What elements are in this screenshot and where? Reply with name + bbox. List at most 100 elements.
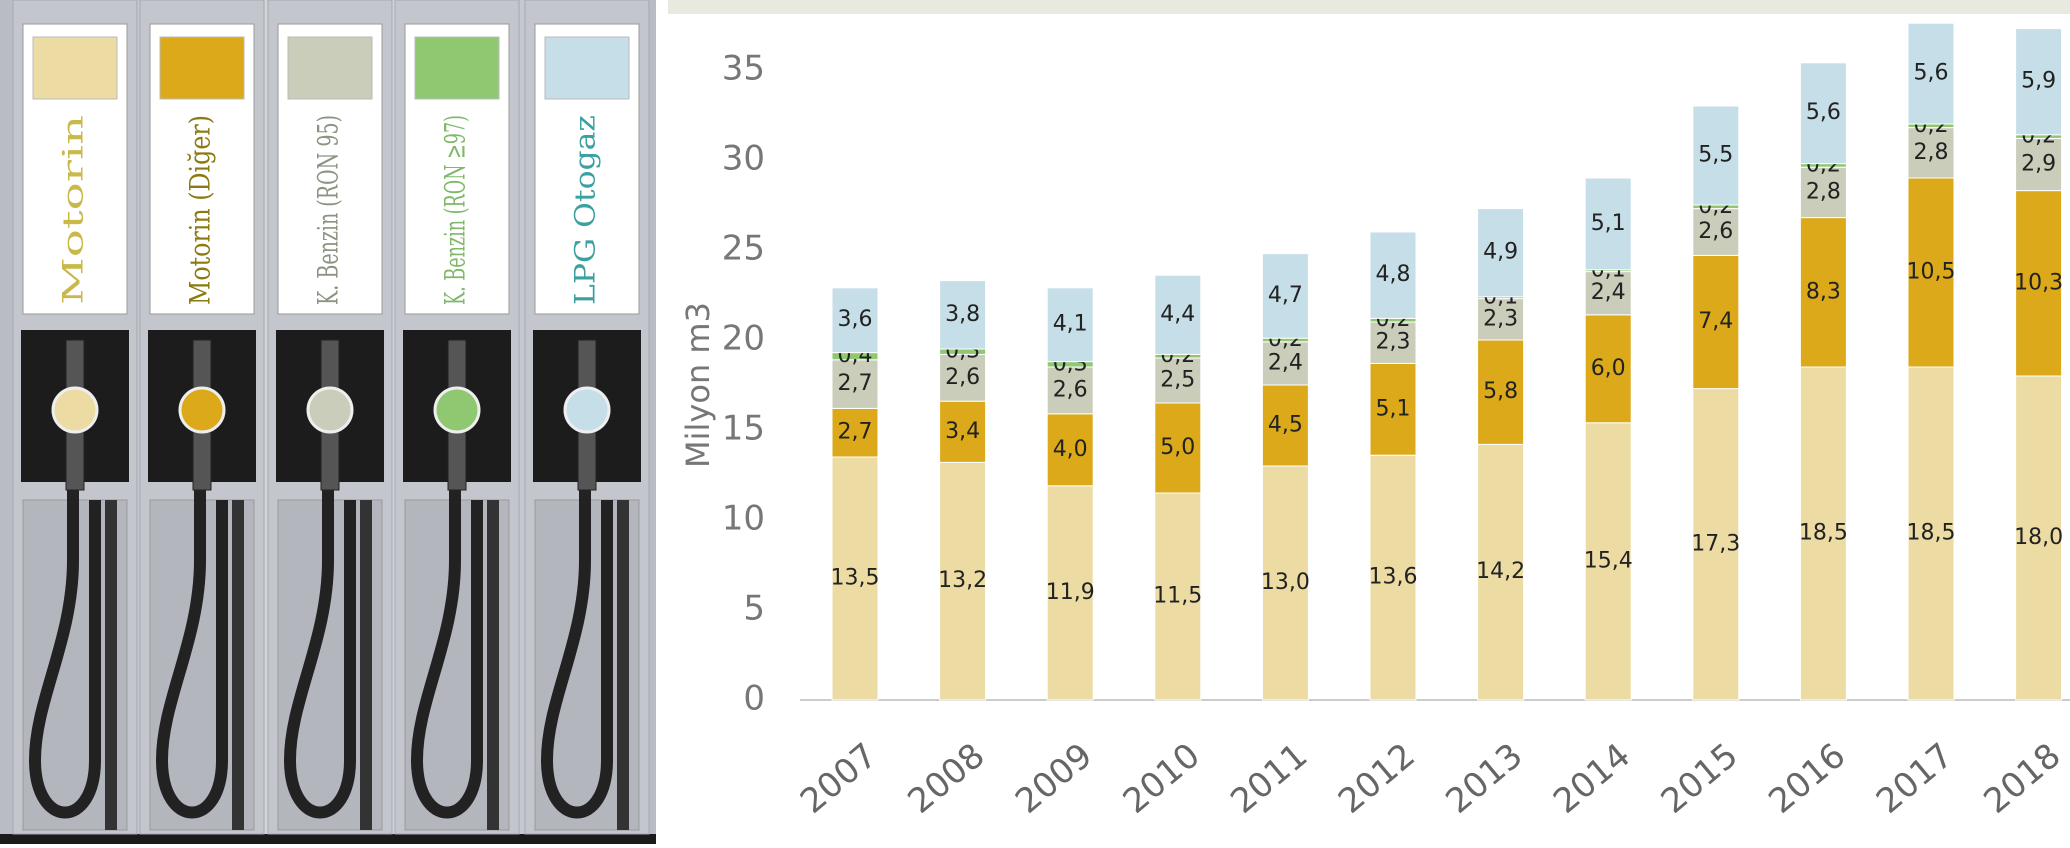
bar-segment — [1261, 253, 1309, 339]
bar-segment — [2015, 375, 2063, 701]
value-label: 8,3 — [1806, 279, 1841, 304]
bar-segment — [1907, 366, 1955, 701]
value-label: 3,8 — [945, 302, 980, 327]
value-label: 13,5 — [831, 566, 880, 591]
x-tick-label: 2018 — [1976, 736, 2068, 822]
bar-segment — [1692, 105, 1740, 206]
bar-segment — [1261, 384, 1309, 467]
bar-segment — [1907, 22, 1955, 125]
value-label: 7,4 — [1698, 309, 1733, 334]
nozzle-light — [433, 386, 481, 434]
legend-swatch — [32, 36, 118, 100]
bar-segment — [1692, 208, 1740, 256]
value-label: 10,5 — [1907, 260, 1956, 285]
value-label: 18,5 — [1907, 521, 1956, 546]
value-label: 5,0 — [1160, 435, 1195, 460]
value-label: 4,8 — [1376, 262, 1411, 287]
value-label: 5,6 — [1806, 100, 1841, 125]
bar-segment — [1477, 339, 1525, 445]
value-label: 2,8 — [1806, 179, 1841, 204]
hose-pipe — [487, 500, 499, 830]
bar-segment — [831, 359, 879, 409]
value-label: 10,3 — [2014, 270, 2063, 295]
value-label: 11,5 — [1153, 584, 1202, 609]
bar-segment — [831, 287, 879, 354]
hose — [540, 490, 613, 819]
legend-swatch — [544, 36, 630, 100]
value-label: 2,6 — [1053, 377, 1088, 402]
legend-label: K. Benzin (RON ≥97) — [439, 115, 472, 305]
bar-segment — [1046, 287, 1094, 363]
value-label: 5,8 — [1483, 379, 1518, 404]
y-tick-label: 0 — [743, 679, 765, 719]
chart-top-band — [668, 0, 2070, 14]
value-label: 4,9 — [1483, 240, 1518, 265]
x-tick-label: 2008 — [900, 736, 992, 822]
x-tick-label: 2014 — [1546, 736, 1638, 822]
bar-segment — [1799, 62, 1847, 165]
bar-segment — [1046, 413, 1094, 487]
nozzle-light — [563, 386, 611, 434]
bar-segment — [1692, 254, 1740, 390]
bar-segment — [1261, 465, 1309, 701]
hose-pipe — [232, 500, 244, 830]
value-label: 5,6 — [1914, 61, 1949, 86]
legend-label: K. Benzin (RON 95) — [312, 115, 345, 305]
bar-segment — [2015, 28, 2063, 136]
hose-pipe — [617, 500, 629, 830]
bar-segment — [831, 407, 879, 458]
y-tick-label: 25 — [722, 229, 765, 269]
bar-segment — [1799, 217, 1847, 368]
bar-segment — [1369, 454, 1417, 701]
bar-segment — [1584, 422, 1632, 701]
value-label: 2,7 — [838, 371, 873, 396]
value-label: 11,9 — [1046, 580, 1095, 605]
x-tick-label: 2015 — [1654, 736, 1746, 822]
legend-label: LPG Otogaz — [569, 115, 602, 305]
value-label: 5,1 — [1376, 396, 1411, 421]
bar-segment — [1477, 208, 1525, 298]
y-tick-label: 15 — [722, 409, 765, 449]
bar-segment — [1154, 357, 1202, 404]
value-label: 6,0 — [1591, 356, 1626, 381]
value-label: 4,0 — [1053, 437, 1088, 462]
pump-base — [0, 834, 656, 844]
legend-swatch — [159, 36, 245, 100]
value-label: 2,4 — [1268, 350, 1303, 375]
value-label: 2,4 — [1591, 280, 1626, 305]
hose — [28, 490, 101, 819]
legend-swatch — [287, 36, 373, 100]
bar-segment — [1799, 166, 1847, 219]
value-label: 15,4 — [1584, 548, 1633, 573]
x-tick-label: 2016 — [1761, 736, 1853, 822]
hose-pipe — [105, 500, 117, 830]
bar-segment — [1584, 177, 1632, 271]
bar-segment — [1154, 492, 1202, 701]
value-label: 3,4 — [945, 419, 980, 444]
value-label: 2,3 — [1376, 330, 1411, 355]
bar-segment — [1799, 366, 1847, 701]
value-label: 17,3 — [1691, 531, 1740, 556]
bar-segment — [1154, 274, 1202, 355]
value-label: 2,6 — [1698, 219, 1733, 244]
hose-pipe — [360, 500, 372, 830]
value-label: 4,7 — [1268, 283, 1303, 308]
value-label: 4,1 — [1053, 312, 1088, 337]
pumps: Motorin Motorin (Diğer) K. Benzin (RON 95)… — [12, 0, 650, 835]
bar-segment — [1046, 366, 1094, 415]
legend-label: Motorin — [57, 115, 90, 305]
legend-label: Motorin (Diğer) — [184, 115, 217, 305]
value-label: 2,9 — [2021, 152, 2056, 177]
bar-segment — [1261, 341, 1309, 386]
x-tick-label: 2012 — [1331, 736, 1423, 822]
value-label: 4,4 — [1160, 302, 1195, 327]
value-label: 5,5 — [1698, 143, 1733, 168]
value-label: 5,1 — [1591, 211, 1626, 236]
value-label: 2,7 — [838, 420, 873, 445]
bar-segment — [1907, 127, 1955, 179]
hose — [283, 490, 356, 819]
x-tick-label: 2007 — [793, 736, 885, 822]
y-tick-label: 35 — [722, 49, 765, 89]
x-tick-label: 2013 — [1438, 736, 1530, 822]
